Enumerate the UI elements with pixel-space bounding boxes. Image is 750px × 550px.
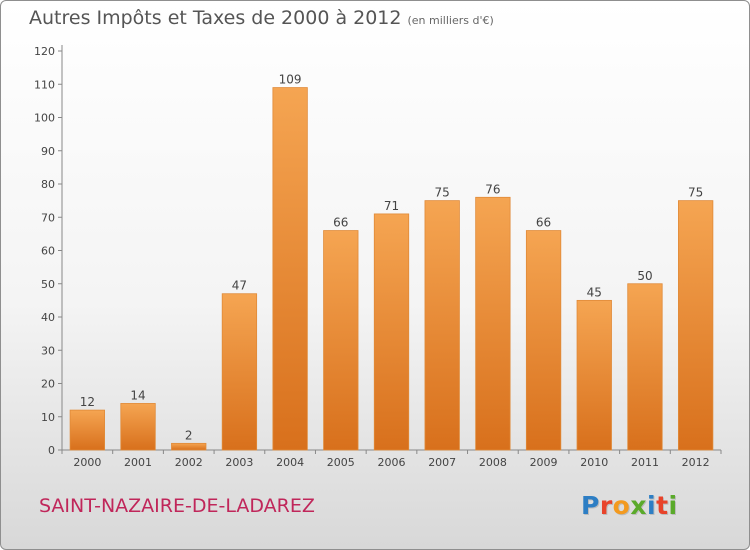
y-tick-label: 90 (41, 145, 55, 158)
bar-2000 (69, 409, 105, 451)
data-label-2009: 66 (536, 216, 551, 230)
bar-2003 (221, 293, 258, 451)
logo-letter: t (656, 491, 669, 520)
chart-title-text: Autres Impôts et Taxes de 2000 à 2012 (29, 7, 402, 29)
bar-2008 (475, 196, 511, 451)
y-tick-label: 70 (41, 211, 55, 224)
y-axis: 0 10 20 30 40 50 60 70 80 90 100 110 120 (34, 45, 63, 457)
logo-letter: r (599, 491, 613, 520)
x-tick-label: 2007 (428, 456, 456, 469)
y-tick-label: 10 (41, 411, 55, 424)
bar-2007 (424, 200, 460, 451)
data-label-2011: 50 (637, 269, 652, 283)
y-tick-label: 50 (41, 278, 55, 291)
x-tick-label: 2003 (225, 456, 253, 469)
x-tick-label: 2002 (175, 456, 203, 469)
x-tick-label: 2001 (124, 456, 152, 469)
data-label-2000: 12 (80, 395, 95, 409)
bar-2006 (373, 213, 410, 451)
chart-subtitle: (en milliers d'€) (407, 14, 494, 27)
x-tick-label: 2010 (580, 456, 608, 469)
data-label-2007: 75 (435, 186, 450, 200)
data-label-2005: 66 (333, 216, 348, 230)
bar-2012 (678, 200, 714, 451)
bar-2010 (576, 299, 612, 451)
x-tick-label: 2011 (631, 456, 659, 469)
x-tick-label: 2005 (327, 456, 355, 469)
y-tick-label: 40 (41, 311, 55, 324)
data-label-2008: 76 (485, 182, 500, 196)
commune-name: SAINT-NAZAIRE-DE-LADAREZ (39, 495, 315, 517)
bar-2002 (171, 442, 207, 451)
logo-letter: P (581, 491, 600, 520)
y-tick-label: 110 (34, 78, 55, 91)
data-label-2002: 2 (185, 428, 193, 442)
proxiti-logo[interactable]: Proxiti (581, 491, 678, 520)
x-tick-label: 2012 (682, 456, 710, 469)
chart-title: Autres Impôts et Taxes de 2000 à 2012 (en… (29, 7, 494, 29)
logo-letter: o (612, 491, 631, 520)
x-tick-label: 2004 (276, 456, 304, 469)
logo-letter: x (630, 491, 647, 520)
x-tick-label: 2009 (530, 456, 558, 469)
data-label-2010: 45 (587, 285, 602, 299)
data-label-2006: 71 (384, 199, 399, 213)
x-tick-label: 2000 (73, 456, 101, 469)
x-tick-label: 2008 (479, 456, 507, 469)
data-label-2001: 14 (130, 388, 145, 402)
y-tick-label: 0 (48, 444, 55, 457)
y-tick-label: 20 (41, 378, 55, 391)
y-tick-label: 80 (41, 178, 55, 191)
bar-2005 (323, 230, 359, 451)
logo-letter: i (647, 491, 657, 520)
bar-2001 (120, 403, 156, 451)
y-tick-label: 30 (41, 344, 55, 357)
logo-letter: i (668, 491, 678, 520)
data-label-2003: 47 (232, 279, 247, 293)
y-tick-label: 120 (34, 45, 55, 58)
y-tick-label: 60 (41, 245, 55, 258)
y-tick-label: 100 (34, 112, 55, 125)
bar-2009 (525, 230, 562, 451)
bars (69, 87, 714, 451)
data-label-2012: 75 (688, 186, 703, 200)
data-labels: 12 14 2 47 109 66 71 75 76 66 45 50 75 (80, 73, 704, 443)
bar-2004 (272, 87, 308, 451)
x-tick-label: 2006 (378, 456, 406, 469)
bar-2011 (627, 283, 663, 451)
x-axis: 2000 2001 2002 2003 2004 2005 2006 2007 2008 2009… (61, 449, 722, 469)
data-label-2004: 109 (279, 73, 302, 87)
